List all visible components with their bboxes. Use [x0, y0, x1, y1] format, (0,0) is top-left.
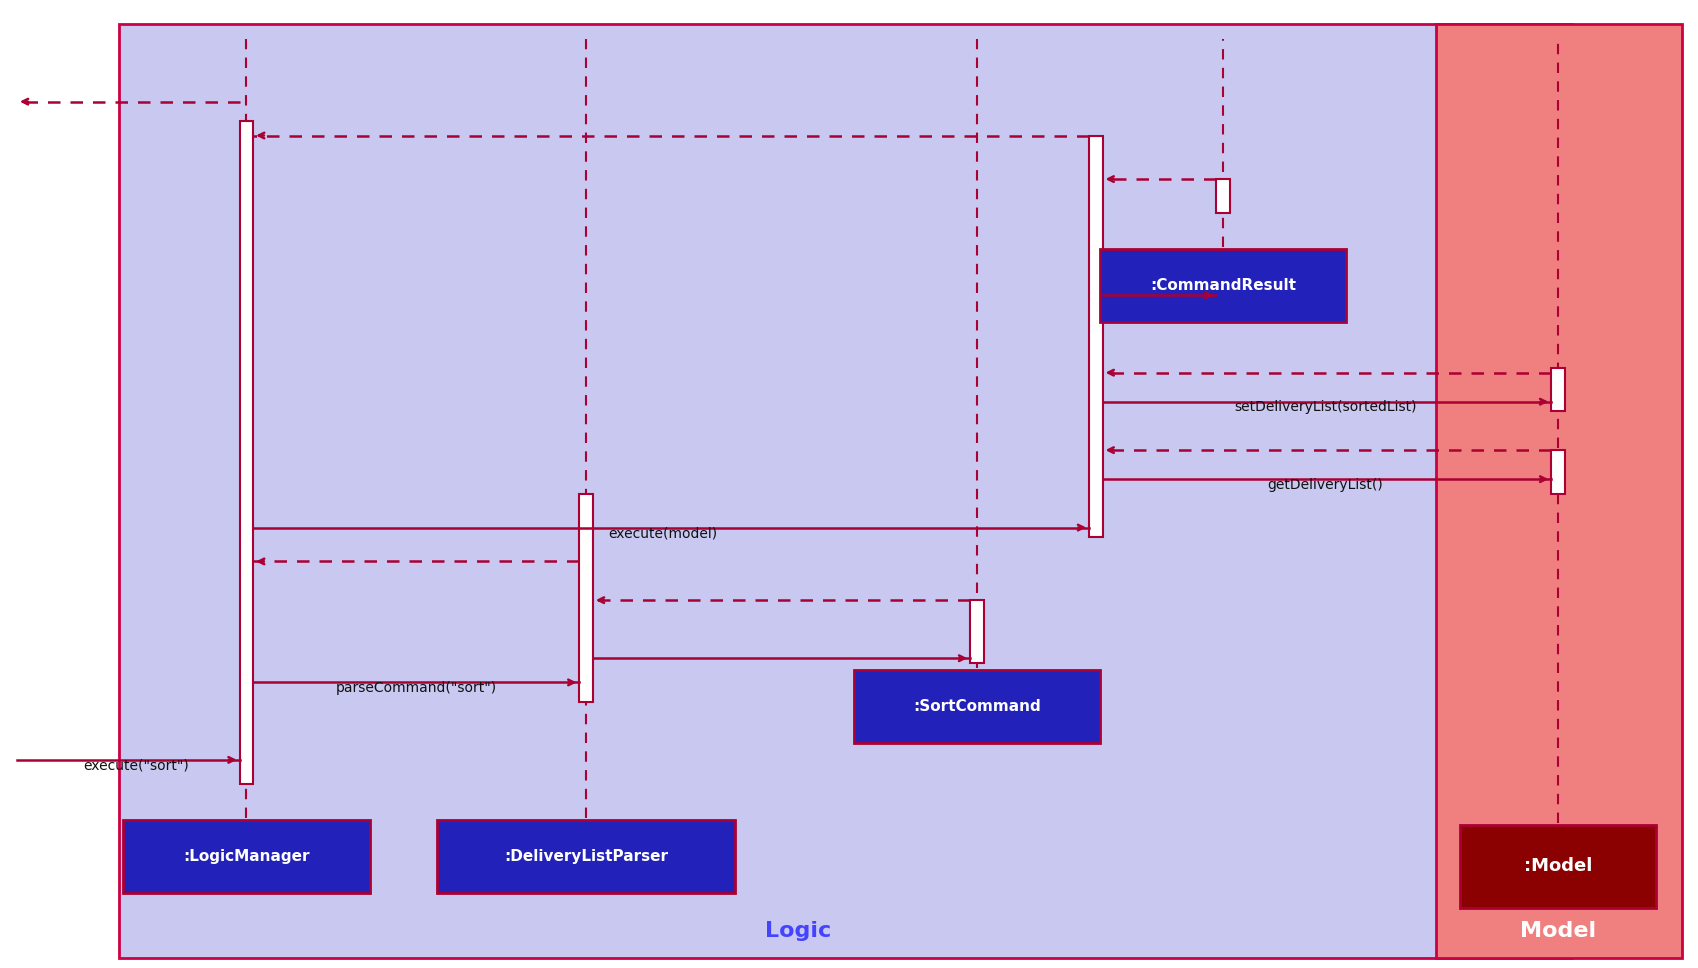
FancyBboxPatch shape	[1460, 825, 1654, 908]
Text: getDeliveryList(): getDeliveryList()	[1267, 478, 1382, 492]
FancyBboxPatch shape	[239, 121, 253, 784]
Text: :DeliveryListParser: :DeliveryListParser	[504, 849, 667, 864]
FancyBboxPatch shape	[970, 600, 983, 663]
FancyBboxPatch shape	[119, 24, 1571, 958]
Text: Logic: Logic	[766, 922, 830, 941]
Text: parseCommand("sort"): parseCommand("sort")	[336, 681, 496, 695]
FancyBboxPatch shape	[1100, 250, 1345, 321]
FancyBboxPatch shape	[579, 494, 593, 702]
FancyBboxPatch shape	[1088, 136, 1102, 537]
Text: execute(model): execute(model)	[608, 527, 717, 540]
FancyBboxPatch shape	[1550, 450, 1564, 494]
FancyBboxPatch shape	[1435, 24, 1681, 958]
FancyBboxPatch shape	[852, 670, 1100, 743]
FancyBboxPatch shape	[122, 820, 368, 892]
Text: :SortCommand: :SortCommand	[912, 699, 1041, 714]
Text: setDeliveryList(sortedList): setDeliveryList(sortedList)	[1233, 401, 1416, 414]
Text: execute("sort"): execute("sort")	[83, 759, 188, 772]
FancyBboxPatch shape	[1550, 368, 1564, 411]
FancyBboxPatch shape	[436, 820, 734, 892]
Text: :CommandResult: :CommandResult	[1150, 278, 1296, 293]
Text: :LogicManager: :LogicManager	[183, 849, 309, 864]
FancyBboxPatch shape	[1216, 179, 1229, 213]
Text: Model: Model	[1520, 922, 1594, 941]
Text: :Model: :Model	[1523, 858, 1591, 875]
